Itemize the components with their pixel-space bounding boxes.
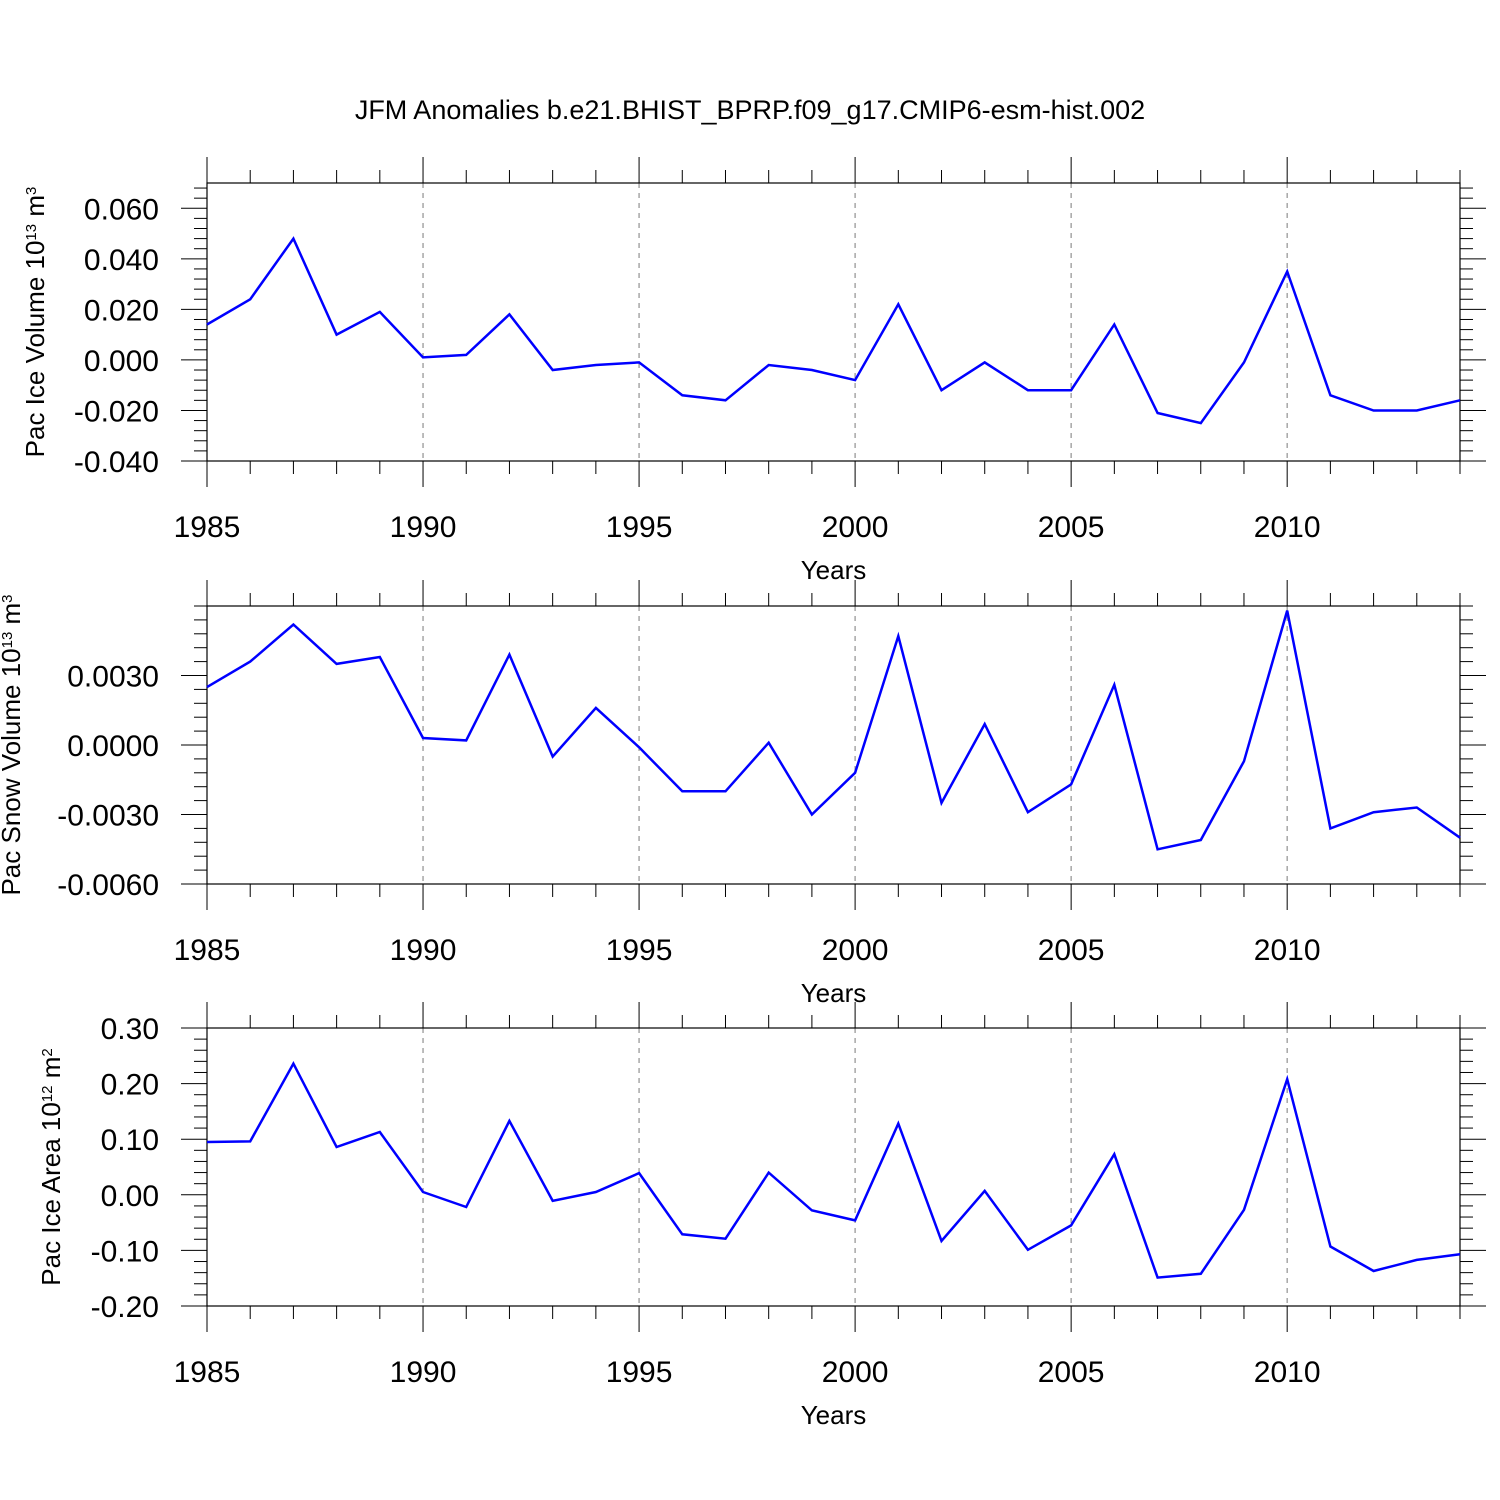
x-tick-label: 1985 bbox=[174, 1356, 241, 1389]
plot-frame bbox=[206, 182, 1461, 462]
y-tick-label: 0.30 bbox=[101, 1013, 159, 1046]
y-tick-label: 0.00 bbox=[101, 1180, 159, 1213]
x-tick-label: 1990 bbox=[390, 1356, 457, 1389]
y-axis-label: Pac Ice Area 1012 m2 bbox=[36, 1048, 66, 1285]
y-tick-label: -0.10 bbox=[91, 1235, 159, 1268]
x-tick-label: 2010 bbox=[1254, 934, 1321, 967]
x-tick-label: 2010 bbox=[1254, 1356, 1321, 1389]
x-tick-label: 1985 bbox=[174, 511, 241, 544]
x-axis-label: Years bbox=[801, 555, 867, 585]
y-axis-label: Pac Snow Volume 1013 m3 bbox=[0, 594, 26, 895]
x-tick-label: 1990 bbox=[390, 934, 457, 967]
x-axis-label: Years bbox=[801, 978, 867, 1008]
x-tick-label: 2000 bbox=[822, 511, 889, 544]
x-tick-label: 1995 bbox=[606, 511, 673, 544]
plot-frame bbox=[206, 1027, 1461, 1307]
x-tick-label: 2005 bbox=[1038, 511, 1105, 544]
x-tick-label: 1990 bbox=[390, 511, 457, 544]
y-tick-label: -0.020 bbox=[74, 395, 159, 428]
x-tick-label: 2010 bbox=[1254, 511, 1321, 544]
chart-panel-1: -0.040 -0.020 0.000 0.020 0.040 0.060 1985 1990… bbox=[20, 157, 1486, 585]
chart-panels: -0.040 -0.020 0.000 0.020 0.040 0.060 1985 1990… bbox=[0, 157, 1486, 1430]
y-tick-label: 0.10 bbox=[101, 1124, 159, 1157]
y-tick-label: -0.0030 bbox=[57, 800, 159, 833]
y-tick-label: -0.0060 bbox=[57, 869, 159, 902]
y-tick-label: 0.20 bbox=[101, 1069, 159, 1102]
y-tick-label: 0.060 bbox=[84, 193, 159, 226]
x-tick-label: 2005 bbox=[1038, 934, 1105, 967]
y-tick-label: 0.0030 bbox=[67, 661, 159, 694]
x-tick-label: 1995 bbox=[606, 934, 673, 967]
chart-panel-3: -0.20 -0.10 0.00 0.10 0.20 0.30 1985 1990 1995 20… bbox=[36, 1002, 1486, 1430]
x-tick-label: 1995 bbox=[606, 1356, 673, 1389]
y-tick-label: 0.020 bbox=[84, 294, 159, 327]
x-axis-label: Years bbox=[801, 1400, 867, 1430]
series-line bbox=[206, 236, 1461, 425]
x-tick-label: 2005 bbox=[1038, 1356, 1105, 1389]
chart-panel-2: -0.0060 -0.0030 0.0000 0.0030 1985 1990 1995 20… bbox=[0, 580, 1486, 1008]
y-tick-label: 0.000 bbox=[84, 345, 159, 378]
plot-frame bbox=[206, 605, 1461, 885]
series-line bbox=[206, 1060, 1461, 1279]
y-axis-label: Pac Ice Volume 1013 m3 bbox=[20, 187, 50, 458]
series-line bbox=[206, 610, 1461, 851]
y-tick-label: 0.040 bbox=[84, 244, 159, 277]
x-tick-label: 2000 bbox=[822, 1356, 889, 1389]
chart-title: JFM Anomalies b.e21.BHIST_BPRP.f09_g17.C… bbox=[355, 95, 1145, 125]
y-tick-label: -0.20 bbox=[91, 1291, 159, 1324]
y-tick-label: 0.0000 bbox=[67, 730, 159, 763]
y-tick-label: -0.040 bbox=[74, 446, 159, 479]
x-tick-label: 2000 bbox=[822, 934, 889, 967]
x-tick-label: 1985 bbox=[174, 934, 241, 967]
